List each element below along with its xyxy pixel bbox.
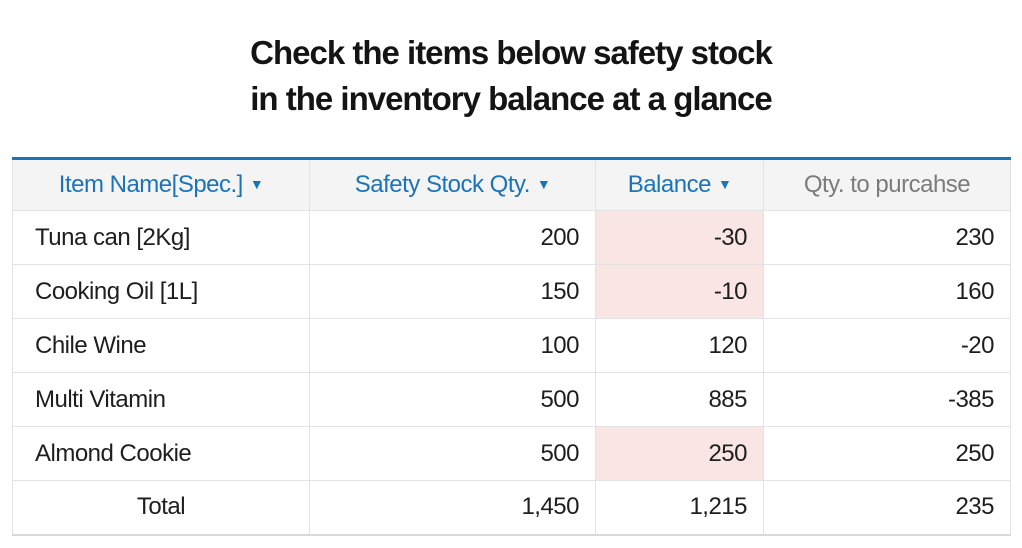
item-name-cell: Tuna can [2Kg] <box>12 210 310 265</box>
column-header-safety-stock-label: Safety Stock Qty. <box>354 171 531 198</box>
safety-stock-cell: 100 <box>309 318 596 373</box>
total-label-cell: Total <box>12 480 310 535</box>
balance-cell: -30 <box>595 210 764 265</box>
qty-to-purchase-cell: -385 <box>763 372 1011 427</box>
sort-down-icon[interactable]: ▼ <box>249 176 264 192</box>
page-title-line-1: Check the items below safety stock <box>250 34 773 71</box>
sort-down-icon[interactable]: ▼ <box>717 176 732 192</box>
header-row: Item Name[Spec.] ▼ Safety Stock Qty. ▼ Bal… <box>12 158 1011 211</box>
item-name-cell: Almond Cookie <box>12 426 310 481</box>
column-header-balance-label: Balance <box>627 171 712 198</box>
column-header-item-name-label: Item Name[Spec.] <box>58 171 244 198</box>
safety-stock-cell: 200 <box>309 210 596 265</box>
total-balance-cell: 1,215 <box>595 480 764 535</box>
column-header-qty-to-purchase: Qty. to purcahse <box>763 158 1011 211</box>
column-header-safety-stock[interactable]: Safety Stock Qty. ▼ <box>309 158 596 211</box>
qty-to-purchase-cell: 230 <box>763 210 1011 265</box>
safety-stock-cell: 150 <box>309 264 596 319</box>
safety-stock-cell: 500 <box>309 426 596 481</box>
table-row: Almond Cookie 500 250 250 <box>12 426 1011 481</box>
total-qty-to-purchase-cell: 235 <box>763 480 1011 535</box>
column-header-item-name[interactable]: Item Name[Spec.] ▼ <box>12 158 310 211</box>
safety-stock-cell: 500 <box>309 372 596 427</box>
inventory-table-container: Item Name[Spec.] ▼ Safety Stock Qty. ▼ Bal… <box>12 157 1011 536</box>
total-row: Total 1,450 1,215 235 <box>12 480 1011 535</box>
balance-cell: 120 <box>595 318 764 373</box>
column-header-balance[interactable]: Balance ▼ <box>595 158 764 211</box>
item-name-cell: Cooking Oil [1L] <box>12 264 310 319</box>
table-row: Multi Vitamin 500 885 -385 <box>12 372 1011 427</box>
balance-cell: 885 <box>595 372 764 427</box>
table-row: Chile Wine 100 120 -20 <box>12 318 1011 373</box>
qty-to-purchase-cell: -20 <box>763 318 1011 373</box>
item-name-cell: Chile Wine <box>12 318 310 373</box>
balance-cell: 250 <box>595 426 764 481</box>
balance-cell: -10 <box>595 264 764 319</box>
sort-down-icon[interactable]: ▼ <box>536 176 551 192</box>
table-row: Cooking Oil [1L] 150 -10 160 <box>12 264 1011 319</box>
item-name-cell: Multi Vitamin <box>12 372 310 427</box>
table-row: Tuna can [2Kg] 200 -30 230 <box>12 210 1011 265</box>
qty-to-purchase-cell: 160 <box>763 264 1011 319</box>
inventory-table: Item Name[Spec.] ▼ Safety Stock Qty. ▼ Bal… <box>12 157 1011 536</box>
page-title-line-2: in the inventory balance at a glance <box>250 80 773 117</box>
column-header-qty-to-purchase-label: Qty. to purcahse <box>803 171 971 198</box>
qty-to-purchase-cell: 250 <box>763 426 1011 481</box>
page-title: Check the items below safety stock in th… <box>0 30 1022 122</box>
total-safety-stock-cell: 1,450 <box>309 480 596 535</box>
